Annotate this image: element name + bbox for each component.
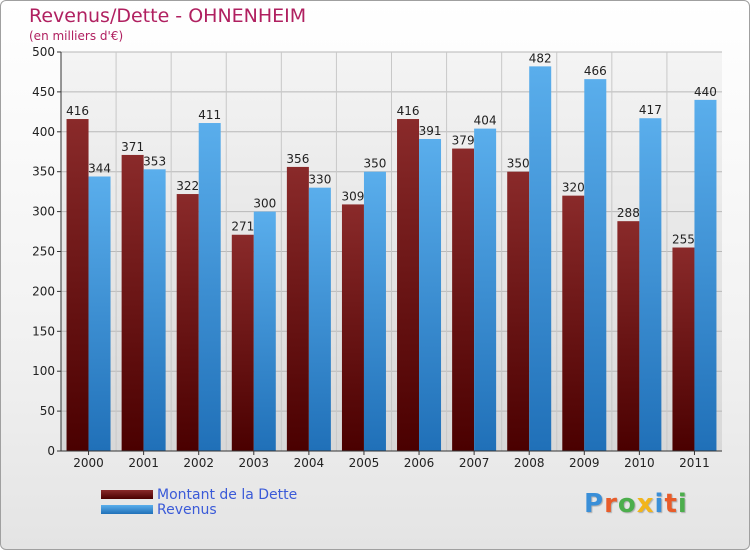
data-label-revenus-2002: 411 [198, 108, 221, 122]
legend: Montant de la Dette Revenus [101, 486, 298, 518]
x-tick-label: 2003 [239, 456, 270, 470]
data-label-revenus-2011: 440 [694, 85, 717, 99]
bar-revenus-2005 [363, 171, 386, 451]
bar-revenus-2001 [143, 169, 166, 451]
legend-item-revenus: Revenus [101, 501, 297, 518]
chart-title: Revenus/Dette - OHNENHEIM [29, 5, 307, 27]
logo-letter: r [604, 489, 618, 519]
y-tick-label: 300 [32, 205, 55, 219]
data-label-revenus-2005: 350 [364, 157, 387, 171]
bar-revenus-2008 [529, 66, 552, 451]
data-label-dette-2007: 379 [452, 134, 475, 148]
data-label-dette-2011: 255 [672, 233, 695, 247]
proxiti-logo: Proxiti [584, 489, 688, 519]
x-tick-label: 2002 [183, 456, 214, 470]
y-tick-label: 400 [32, 125, 55, 139]
data-label-revenus-2008: 482 [529, 51, 552, 65]
data-label-dette-2008: 350 [507, 157, 530, 171]
data-label-dette-2010: 288 [617, 206, 640, 220]
bar-revenus-2003 [253, 211, 276, 451]
x-tick-label: 2000 [73, 456, 104, 470]
data-label-dette-2001: 371 [121, 140, 144, 154]
bar-dette-2007 [452, 148, 475, 452]
bar-dette-2002 [176, 194, 199, 451]
logo-letter: P [584, 489, 605, 519]
legend-label-revenus: Revenus [157, 501, 217, 518]
data-label-revenus-2001: 353 [143, 154, 166, 168]
bar-dette-2009 [562, 195, 585, 451]
bar-dette-2000 [66, 119, 89, 452]
bar-dette-2006 [397, 119, 420, 452]
y-tick-label: 0 [47, 444, 55, 458]
y-tick-label: 500 [32, 45, 55, 59]
x-tick-label: 2011 [679, 456, 710, 470]
bar-revenus-2009 [584, 79, 607, 451]
bar-dette-2005 [341, 204, 364, 451]
x-tick-label: 2005 [349, 456, 380, 470]
logo-letter: i [677, 489, 688, 519]
bar-dette-2001 [121, 154, 144, 451]
x-tick-label: 2009 [569, 456, 600, 470]
y-tick-label: 450 [32, 85, 55, 99]
bar-revenus-2010 [639, 118, 662, 451]
bar-revenus-2004 [308, 187, 331, 451]
data-label-dette-2006: 416 [397, 104, 420, 118]
bar-dette-2008 [507, 171, 530, 451]
x-tick-label: 2004 [294, 456, 325, 470]
data-label-dette-2005: 309 [342, 189, 365, 203]
data-label-revenus-2004: 330 [308, 173, 331, 187]
logo-letter: x [636, 489, 655, 519]
y-tick-label: 150 [32, 324, 55, 338]
bar-dette-2004 [286, 166, 309, 452]
y-tick-label: 350 [32, 165, 55, 179]
bar-revenus-2007 [474, 128, 497, 451]
data-label-revenus-2000: 344 [88, 161, 111, 175]
logo-letter: t [664, 489, 678, 519]
x-tick-label: 2010 [624, 456, 655, 470]
data-label-dette-2009: 320 [562, 181, 585, 195]
data-label-revenus-2006: 391 [419, 124, 442, 138]
x-tick-label: 2001 [128, 456, 159, 470]
y-tick-label: 250 [32, 245, 55, 259]
bar-revenus-2000 [88, 176, 111, 451]
bar-revenus-2006 [419, 138, 442, 451]
y-tick-label: 100 [32, 364, 55, 378]
bar-revenus-2011 [694, 99, 717, 451]
chart-subtitle: (en milliers d'€) [29, 29, 124, 43]
legend-swatch-revenus [101, 505, 153, 514]
data-label-dette-2003: 271 [231, 220, 254, 234]
data-label-revenus-2003: 300 [253, 197, 276, 211]
data-label-revenus-2007: 404 [474, 114, 497, 128]
x-tick-label: 2007 [459, 456, 490, 470]
bar-dette-2011 [672, 247, 695, 451]
data-label-dette-2002: 322 [176, 179, 199, 193]
legend-swatch-dette [101, 490, 153, 499]
legend-label-dette: Montant de la Dette [157, 486, 298, 503]
bar-revenus-2002 [198, 123, 221, 451]
legend-item-dette: Montant de la Dette [101, 486, 298, 503]
data-label-dette-2004: 356 [286, 152, 309, 166]
data-label-dette-2000: 416 [66, 104, 89, 118]
y-tick-label: 50 [40, 404, 55, 418]
logo-letter: i [654, 489, 665, 519]
data-label-revenus-2009: 466 [584, 64, 607, 78]
logo-letter: o [617, 489, 637, 519]
x-tick-label: 2008 [514, 456, 545, 470]
data-label-revenus-2010: 417 [639, 103, 662, 117]
bar-dette-2003 [231, 234, 254, 451]
y-tick-label: 200 [32, 284, 55, 298]
bar-dette-2010 [617, 221, 640, 451]
x-tick-label: 2006 [404, 456, 435, 470]
